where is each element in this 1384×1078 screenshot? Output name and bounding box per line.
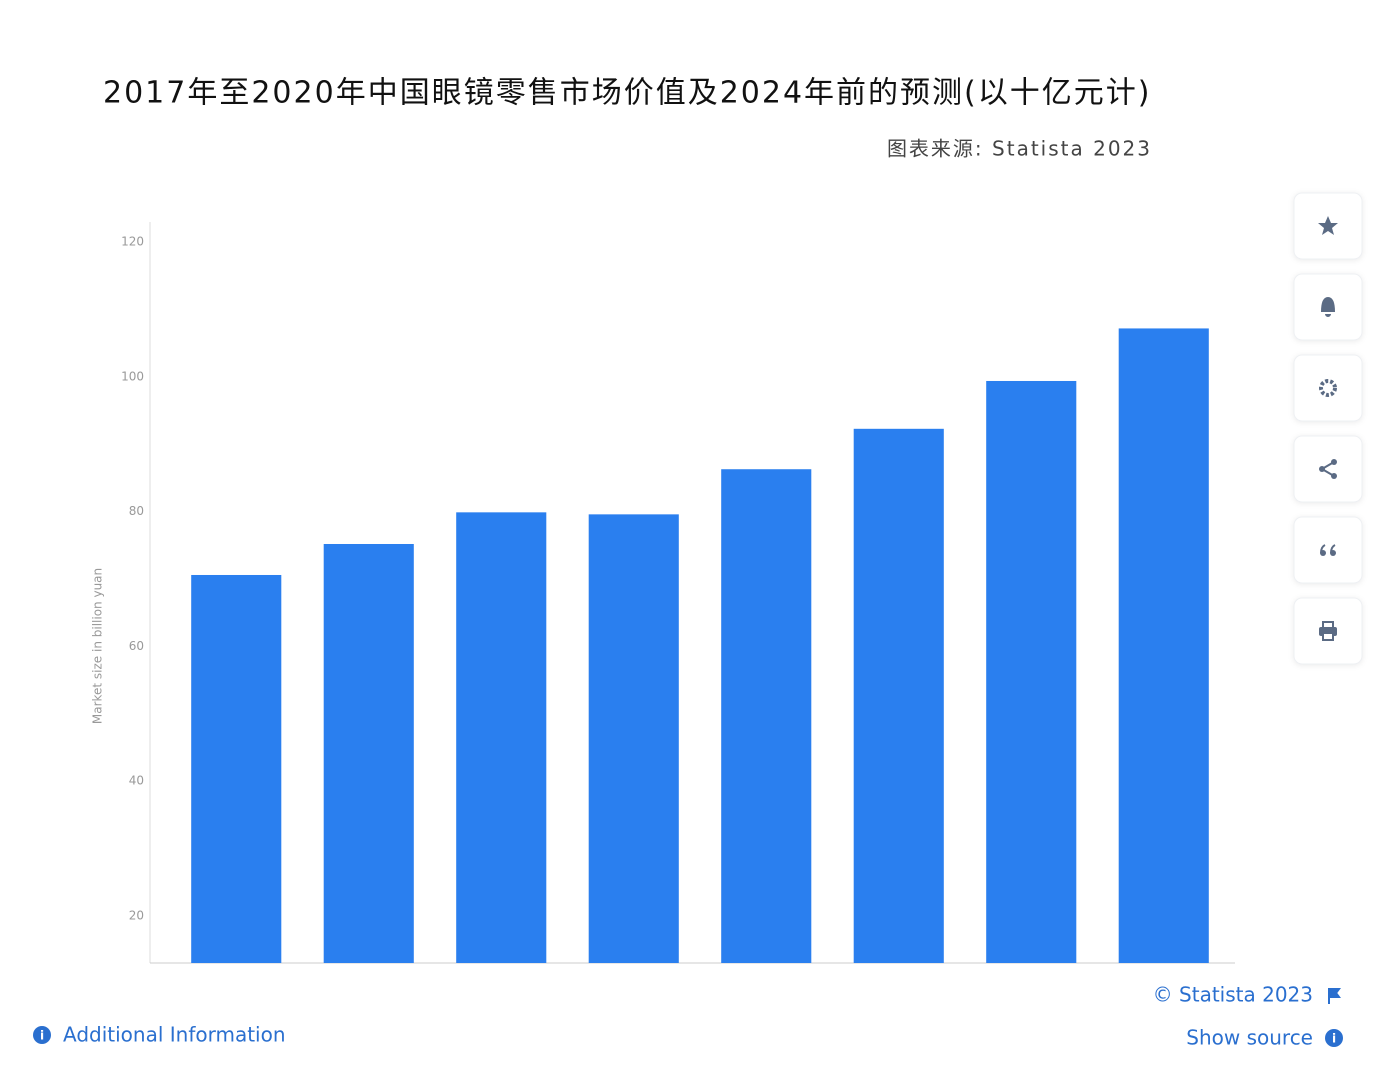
star-icon [1318,216,1338,235]
copyright[interactable]: © Statista 2023 [1153,983,1313,1007]
toolbar [1293,192,1363,665]
settings-button[interactable] [1293,354,1363,422]
gear-icon [1319,379,1337,397]
bar [853,428,944,963]
y-tick-label: 60 [129,639,144,653]
share-icon [1319,459,1337,479]
info-glyph: i [1332,1032,1336,1046]
bar [588,514,679,963]
bar [1118,328,1209,963]
bar [191,574,282,963]
y-tick-label: 40 [129,774,144,788]
chart-subtitle: 图表来源: Statista 2023 [887,137,1152,161]
quote-icon [1320,544,1336,556]
additional-info-link[interactable]: Additional Information [63,1023,286,1047]
flag-icon [1328,988,1341,1004]
y-axis-label: Market size in billion yuan [91,568,105,724]
y-tick-label: 100 [121,369,144,383]
info-glyph: i [40,1029,44,1043]
bar [986,380,1077,964]
share-button[interactable] [1293,435,1363,503]
cite-button[interactable] [1293,516,1363,584]
info-icon [1325,1029,1343,1047]
y-tick-label: 20 [129,908,144,922]
print-icon [1319,621,1337,641]
show-source-link[interactable]: Show source [1186,1026,1313,1050]
bell-icon [1321,297,1335,317]
bar [456,512,547,963]
y-tick-label: 120 [121,235,144,249]
bar [323,543,414,963]
info-icon [33,1026,51,1044]
chart-title: 2017年至2020年中国眼镜零售市场价值及2024年前的预测(以十亿元计) [103,76,1151,111]
y-tick-label: 80 [129,504,144,518]
bar [721,469,812,963]
